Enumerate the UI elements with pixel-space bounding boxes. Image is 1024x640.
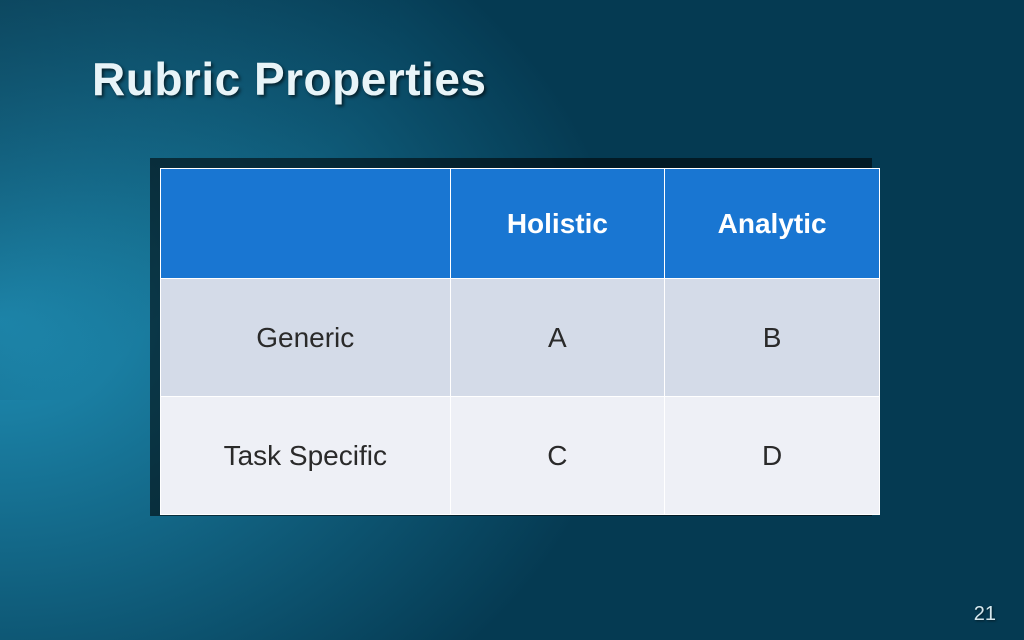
row-label-task-specific: Task Specific — [161, 397, 451, 515]
table-row: Generic A B — [161, 279, 880, 397]
table-row: Task Specific C D — [161, 397, 880, 515]
header-holistic: Holistic — [450, 169, 665, 279]
cell-b: B — [665, 279, 880, 397]
row-label-generic: Generic — [161, 279, 451, 397]
cell-c: C — [450, 397, 665, 515]
page-number: 21 — [974, 603, 996, 626]
cell-a: A — [450, 279, 665, 397]
table-container: Holistic Analytic Generic A B Task Speci… — [160, 168, 880, 515]
cell-d: D — [665, 397, 880, 515]
rubric-table: Holistic Analytic Generic A B Task Speci… — [160, 168, 880, 515]
slide-title: Rubric Properties — [92, 52, 487, 106]
table-header-row: Holistic Analytic — [161, 169, 880, 279]
header-analytic: Analytic — [665, 169, 880, 279]
header-blank — [161, 169, 451, 279]
